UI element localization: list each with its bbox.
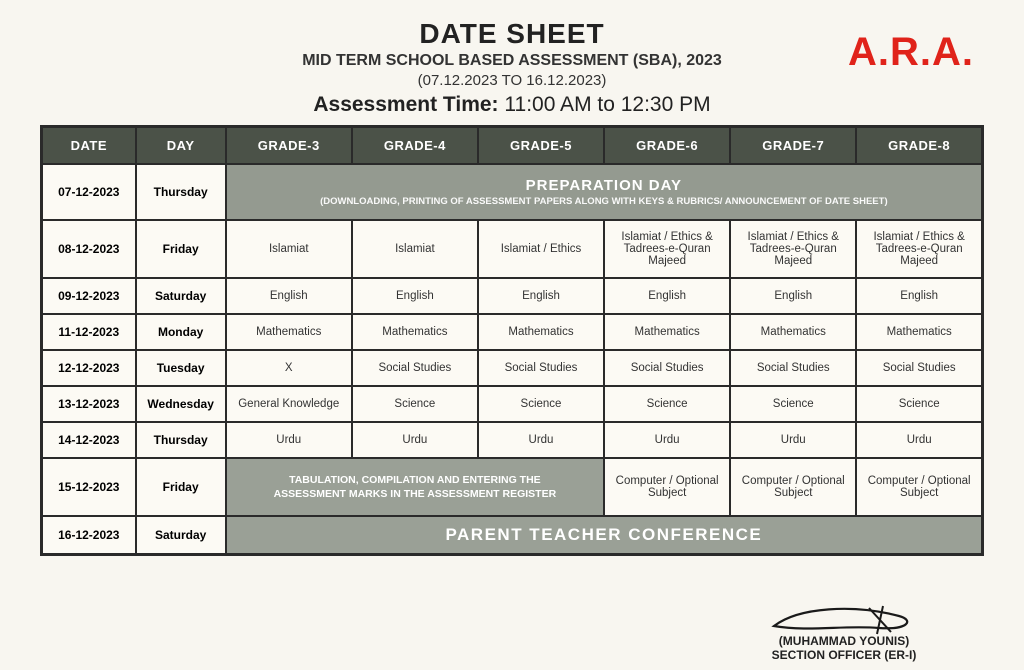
table-row: 12-12-2023TuesdayXSocial StudiesSocial S…	[42, 350, 983, 386]
column-header: DATE	[42, 127, 136, 165]
signatory-title: SECTION OFFICER (ER-I)	[734, 648, 954, 662]
subject-cell: Mathematics	[226, 314, 352, 350]
table-row: 11-12-2023MondayMathematicsMathematicsMa…	[42, 314, 983, 350]
column-header: GRADE-5	[478, 127, 604, 165]
subtitle: MID TERM SCHOOL BASED ASSESSMENT (SBA), …	[40, 52, 984, 70]
subject-cell: Computer / Optional Subject	[856, 458, 982, 516]
date-cell: 07-12-2023	[42, 164, 136, 220]
subject-cell: English	[478, 278, 604, 314]
banner-subtitle: (DOWNLOADING, PRINTING OF ASSESSMENT PAP…	[227, 196, 981, 207]
subject-cell: Islamiat / Ethics & Tadrees-e-Quran Maje…	[856, 220, 982, 278]
day-cell: Thursday	[136, 164, 226, 220]
column-header: GRADE-4	[352, 127, 478, 165]
subject-cell: Social Studies	[604, 350, 730, 386]
timing-value: 11:00 AM to 12:30 PM	[504, 93, 710, 116]
column-header: DAY	[136, 127, 226, 165]
subject-cell: Social Studies	[730, 350, 856, 386]
ptc-banner: PARENT TEACHER CONFERENCE	[226, 516, 983, 555]
subject-cell: Computer / Optional Subject	[604, 458, 730, 516]
subject-cell: Urdu	[604, 422, 730, 458]
column-header: GRADE-8	[856, 127, 982, 165]
date-cell: 12-12-2023	[42, 350, 136, 386]
assessment-timing: Assessment Time: 11:00 AM to 12:30 PM	[40, 93, 984, 117]
subject-cell: X	[226, 350, 352, 386]
subject-cell: English	[730, 278, 856, 314]
signatory-name: (MUHAMMAD YOUNIS)	[734, 634, 954, 648]
subject-cell: Social Studies	[856, 350, 982, 386]
subject-cell: Islamiat	[226, 220, 352, 278]
subject-cell: Urdu	[730, 422, 856, 458]
preparation-banner: PREPARATION DAY (DOWNLOADING, PRINTING OF…	[226, 164, 983, 220]
table-body: 07-12-2023ThursdayPREPARATION DAY(DOWNLO…	[42, 164, 983, 555]
date-cell: 08-12-2023	[42, 220, 136, 278]
day-cell: Saturday	[136, 278, 226, 314]
subject-cell: Science	[856, 386, 982, 422]
column-header: GRADE-6	[604, 127, 730, 165]
subject-cell: Islamiat / Ethics & Tadrees-e-Quran Maje…	[730, 220, 856, 278]
subject-cell: Mathematics	[352, 314, 478, 350]
subject-cell: Science	[604, 386, 730, 422]
subject-cell: Science	[730, 386, 856, 422]
tabulation-banner: TABULATION, COMPILATION AND ENTERING THE…	[226, 458, 604, 516]
date-cell: 13-12-2023	[42, 386, 136, 422]
title: DATE SHEET	[40, 18, 984, 50]
table-row: 15-12-2023FridayTABULATION, COMPILATION …	[42, 458, 983, 516]
subject-cell: Islamiat / Ethics & Tadrees-e-Quran Maje…	[604, 220, 730, 278]
banner-title: PREPARATION DAY	[227, 177, 981, 194]
document-header: DATE SHEET MID TERM SCHOOL BASED ASSESSM…	[40, 18, 984, 117]
signature-block: (MUHAMMAD YOUNIS) SECTION OFFICER (ER-I)	[734, 602, 954, 662]
table-header-row: DATEDAYGRADE-3GRADE-4GRADE-5GRADE-6GRADE…	[42, 127, 983, 165]
table-row: 13-12-2023WednesdayGeneral KnowledgeScie…	[42, 386, 983, 422]
column-header: GRADE-7	[730, 127, 856, 165]
table-row: 14-12-2023ThursdayUrduUrduUrduUrduUrduUr…	[42, 422, 983, 458]
subject-cell: Mathematics	[604, 314, 730, 350]
column-header: GRADE-3	[226, 127, 352, 165]
watermark-text: A.R.A.	[848, 30, 974, 75]
subject-cell: English	[226, 278, 352, 314]
subject-cell: Science	[352, 386, 478, 422]
date-cell: 11-12-2023	[42, 314, 136, 350]
subject-cell: Islamiat / Ethics	[478, 220, 604, 278]
subject-cell: Urdu	[856, 422, 982, 458]
subject-cell: Mathematics	[730, 314, 856, 350]
subject-cell: English	[604, 278, 730, 314]
subject-cell: Mathematics	[856, 314, 982, 350]
subject-cell: English	[856, 278, 982, 314]
day-cell: Thursday	[136, 422, 226, 458]
timing-label: Assessment Time:	[313, 93, 498, 116]
day-cell: Friday	[136, 458, 226, 516]
subject-cell: General Knowledge	[226, 386, 352, 422]
subject-cell: Islamiat	[352, 220, 478, 278]
date-sheet-table: DATEDAYGRADE-3GRADE-4GRADE-5GRADE-6GRADE…	[40, 125, 984, 556]
subject-cell: Urdu	[478, 422, 604, 458]
table-row: 07-12-2023ThursdayPREPARATION DAY (DOWNLO…	[42, 164, 983, 220]
day-cell: Saturday	[136, 516, 226, 555]
banner-line: TABULATION, COMPILATION AND ENTERING THE	[231, 473, 599, 487]
table-row: 09-12-2023SaturdayEnglishEnglishEnglishE…	[42, 278, 983, 314]
date-cell: 16-12-2023	[42, 516, 136, 555]
subject-cell: Social Studies	[478, 350, 604, 386]
subject-cell: Science	[478, 386, 604, 422]
subject-cell: Urdu	[226, 422, 352, 458]
subject-cell: Mathematics	[478, 314, 604, 350]
day-cell: Tuesday	[136, 350, 226, 386]
date-cell: 09-12-2023	[42, 278, 136, 314]
subject-cell: Computer / Optional Subject	[730, 458, 856, 516]
day-cell: Monday	[136, 314, 226, 350]
subject-cell: Urdu	[352, 422, 478, 458]
day-cell: Friday	[136, 220, 226, 278]
table-row: 08-12-2023FridayIslamiatIslamiatIslamiat…	[42, 220, 983, 278]
subject-cell: Social Studies	[352, 350, 478, 386]
date-range: (07.12.2023 TO 16.12.2023)	[40, 72, 984, 89]
subject-cell: English	[352, 278, 478, 314]
date-cell: 14-12-2023	[42, 422, 136, 458]
date-cell: 15-12-2023	[42, 458, 136, 516]
day-cell: Wednesday	[136, 386, 226, 422]
table-row: 16-12-2023SaturdayPARENT TEACHER CONFERE…	[42, 516, 983, 555]
banner-line: ASSESSMENT MARKS IN THE ASSESSMENT REGIS…	[231, 487, 599, 501]
